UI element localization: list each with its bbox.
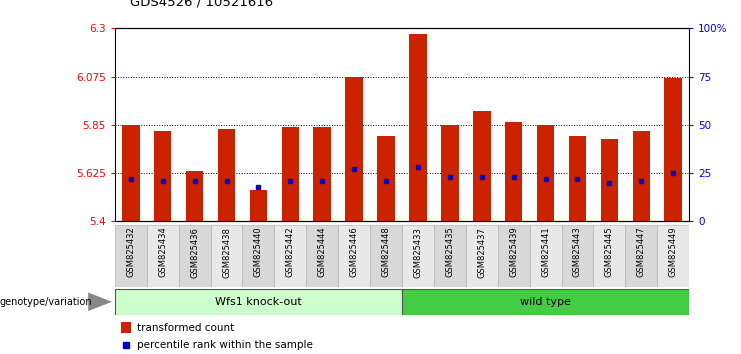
Bar	[121, 322, 131, 333]
Bar	[147, 225, 179, 287]
Bar	[568, 136, 586, 221]
Bar	[282, 127, 299, 221]
Bar	[665, 78, 682, 221]
Text: GSM825438: GSM825438	[222, 227, 231, 278]
Text: GSM825449: GSM825449	[668, 227, 678, 277]
Text: GSM825448: GSM825448	[382, 227, 391, 278]
Text: GSM825433: GSM825433	[413, 227, 422, 278]
Bar	[594, 225, 625, 287]
Text: GSM825440: GSM825440	[254, 227, 263, 277]
Bar	[242, 225, 274, 287]
Bar	[250, 190, 268, 221]
Text: Wfs1 knock-out: Wfs1 knock-out	[215, 297, 302, 307]
Bar	[441, 125, 459, 221]
Bar	[115, 289, 402, 315]
Bar	[274, 225, 306, 287]
Text: GSM825442: GSM825442	[286, 227, 295, 277]
Bar	[409, 34, 427, 221]
Bar	[218, 129, 236, 221]
Bar	[306, 225, 338, 287]
Text: transformed count: transformed count	[136, 322, 234, 332]
Text: GSM825436: GSM825436	[190, 227, 199, 278]
Bar	[179, 225, 210, 287]
Bar	[154, 131, 171, 221]
Bar	[402, 289, 689, 315]
Text: GSM825447: GSM825447	[637, 227, 645, 278]
Bar	[122, 125, 139, 221]
Text: GSM825437: GSM825437	[477, 227, 486, 278]
Bar	[530, 225, 562, 287]
Bar	[473, 111, 491, 221]
Text: GSM825434: GSM825434	[159, 227, 167, 278]
Text: wild type: wild type	[520, 297, 571, 307]
Text: GSM825444: GSM825444	[318, 227, 327, 277]
Bar	[633, 131, 650, 221]
Text: GDS4526 / 10521616: GDS4526 / 10521616	[130, 0, 273, 9]
Text: GSM825432: GSM825432	[126, 227, 136, 278]
Text: genotype/variation: genotype/variation	[0, 297, 93, 307]
Text: percentile rank within the sample: percentile rank within the sample	[136, 340, 313, 350]
Text: GSM825435: GSM825435	[445, 227, 454, 278]
Bar	[402, 225, 434, 287]
Bar	[345, 77, 363, 221]
Bar	[210, 225, 242, 287]
Bar	[657, 225, 689, 287]
Text: GSM825446: GSM825446	[350, 227, 359, 278]
Bar	[115, 225, 147, 287]
Bar	[536, 125, 554, 221]
Bar	[338, 225, 370, 287]
Polygon shape	[88, 292, 112, 311]
Text: GSM825445: GSM825445	[605, 227, 614, 277]
Text: GSM825439: GSM825439	[509, 227, 518, 278]
Bar	[498, 225, 530, 287]
Bar	[601, 139, 618, 221]
Bar	[625, 225, 657, 287]
Bar	[466, 225, 498, 287]
Bar	[562, 225, 594, 287]
Bar	[434, 225, 466, 287]
Bar	[377, 136, 395, 221]
Bar	[370, 225, 402, 287]
Text: GSM825441: GSM825441	[541, 227, 550, 277]
Bar	[186, 171, 203, 221]
Text: GSM825443: GSM825443	[573, 227, 582, 278]
Bar	[505, 122, 522, 221]
Bar	[313, 127, 331, 221]
